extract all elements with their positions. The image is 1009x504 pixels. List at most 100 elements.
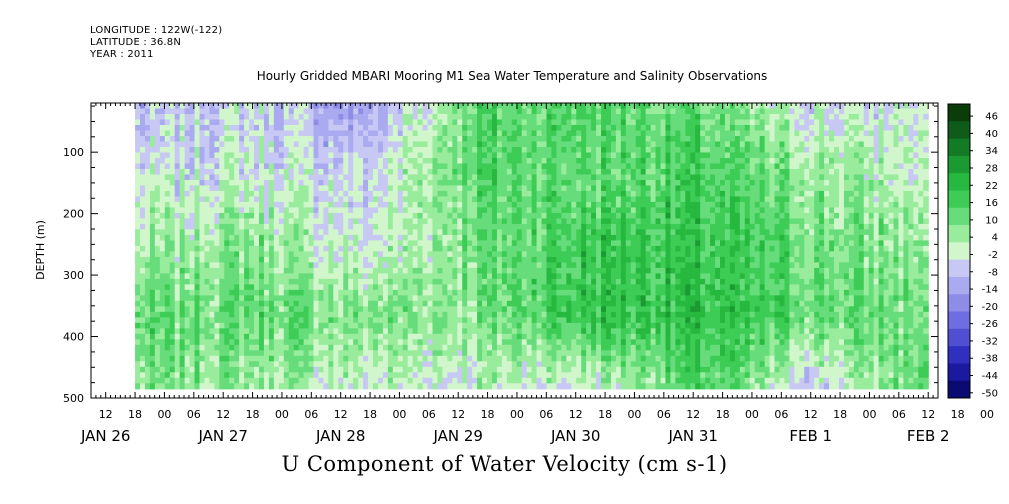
heatmap-cell <box>402 344 409 351</box>
heatmap-cell <box>358 284 364 291</box>
heatmap-cell <box>427 355 434 362</box>
heatmap-cell <box>199 185 206 192</box>
heatmap-cell <box>596 328 602 335</box>
heatmap-cell <box>159 300 166 307</box>
heatmap-cell <box>244 311 250 318</box>
heatmap-cell <box>278 256 285 263</box>
heatmap-cell <box>501 256 508 263</box>
heatmap-cell <box>472 212 478 220</box>
heatmap-cell <box>209 366 215 373</box>
heatmap-cell <box>417 168 424 176</box>
heatmap-cell <box>566 240 572 247</box>
heatmap-cell <box>482 322 488 329</box>
heatmap-cell <box>234 295 240 302</box>
heatmap-cell <box>511 267 518 274</box>
heatmap-cell <box>501 223 508 231</box>
heatmap-cell <box>254 168 260 176</box>
heatmap-cell <box>407 377 414 384</box>
heatmap-cell <box>194 306 201 313</box>
heatmap-cell <box>452 289 458 296</box>
heatmap-cell <box>229 383 235 390</box>
heatmap-cell <box>392 141 399 148</box>
heatmap-cell <box>526 108 533 115</box>
heatmap-cell <box>204 289 211 296</box>
heatmap-cell <box>487 179 493 187</box>
heatmap-cell <box>179 278 186 285</box>
heatmap-cell <box>308 372 315 379</box>
heatmap-cell <box>392 103 399 110</box>
heatmap-cell <box>531 251 538 258</box>
heatmap-cell <box>273 350 280 357</box>
heatmap-cell <box>491 284 498 291</box>
heatmap-cell <box>363 168 369 176</box>
heatmap-cell <box>591 383 597 390</box>
heatmap-cell <box>333 267 339 274</box>
heatmap-cell <box>214 355 220 362</box>
heatmap-cell <box>363 317 369 324</box>
heatmap-cell <box>402 190 409 198</box>
heatmap-cell <box>258 179 265 187</box>
heatmap-cell <box>561 317 567 324</box>
heatmap-cell <box>586 190 592 198</box>
heatmap-cell <box>254 322 260 329</box>
heatmap-cell <box>487 350 493 357</box>
heatmap-cell <box>477 190 483 198</box>
heatmap-cell <box>467 262 473 269</box>
heatmap-cell <box>283 295 290 302</box>
heatmap-cell <box>377 207 384 214</box>
heatmap-cell <box>373 256 379 263</box>
heatmap-cell <box>536 185 543 192</box>
heatmap-cell <box>288 273 295 280</box>
heatmap-cell <box>204 256 211 263</box>
heatmap-cell <box>377 218 384 225</box>
heatmap-cell <box>581 339 587 346</box>
heatmap-cell <box>348 361 354 368</box>
heatmap-cell <box>586 306 592 313</box>
heatmap-cell <box>605 185 612 192</box>
heatmap-cell <box>581 262 587 269</box>
heatmap-cell <box>303 262 310 269</box>
heatmap-cell <box>596 223 602 231</box>
heatmap-cell <box>169 207 176 214</box>
heatmap-cell <box>288 141 295 148</box>
heatmap-cell <box>501 113 508 121</box>
heatmap-cell <box>159 234 166 241</box>
heatmap-cell <box>184 218 191 225</box>
heatmap-cell <box>363 344 369 351</box>
heatmap-cell <box>531 119 538 126</box>
heatmap-cell <box>244 141 250 148</box>
heatmap-cell <box>477 306 483 313</box>
heatmap-cell <box>308 207 315 214</box>
heatmap-cell <box>194 152 201 159</box>
heatmap-cell <box>462 168 468 176</box>
heatmap-cell <box>427 168 434 176</box>
heatmap-cell <box>377 361 384 368</box>
heatmap-cell <box>174 212 181 220</box>
heatmap-cell <box>179 141 186 148</box>
heatmap-cell <box>576 146 582 154</box>
heatmap-cell <box>363 152 369 159</box>
heatmap-cell <box>496 119 503 126</box>
heatmap-cell <box>368 284 374 291</box>
heatmap-cell <box>273 383 280 390</box>
heatmap-cell <box>338 350 344 357</box>
heatmap-cell <box>566 339 572 346</box>
heatmap-cell <box>496 185 503 192</box>
heatmap-cell <box>323 350 329 357</box>
heatmap-cell <box>214 361 220 368</box>
heatmap-cell <box>184 157 191 165</box>
heatmap-cell <box>561 262 567 269</box>
heatmap-cell <box>194 119 201 126</box>
heatmap-cell <box>551 223 558 231</box>
heatmap-cell <box>298 135 305 143</box>
heatmap-cell <box>496 377 503 384</box>
heatmap-cell <box>368 256 374 263</box>
heatmap-cell <box>511 174 518 181</box>
heatmap-cell <box>511 273 518 280</box>
heatmap-cell <box>482 306 488 313</box>
heatmap-cell <box>169 119 176 126</box>
heatmap-cell <box>318 355 325 362</box>
heatmap-cell <box>348 300 354 307</box>
heatmap-cell <box>472 355 478 362</box>
heatmap-cell <box>303 311 310 318</box>
